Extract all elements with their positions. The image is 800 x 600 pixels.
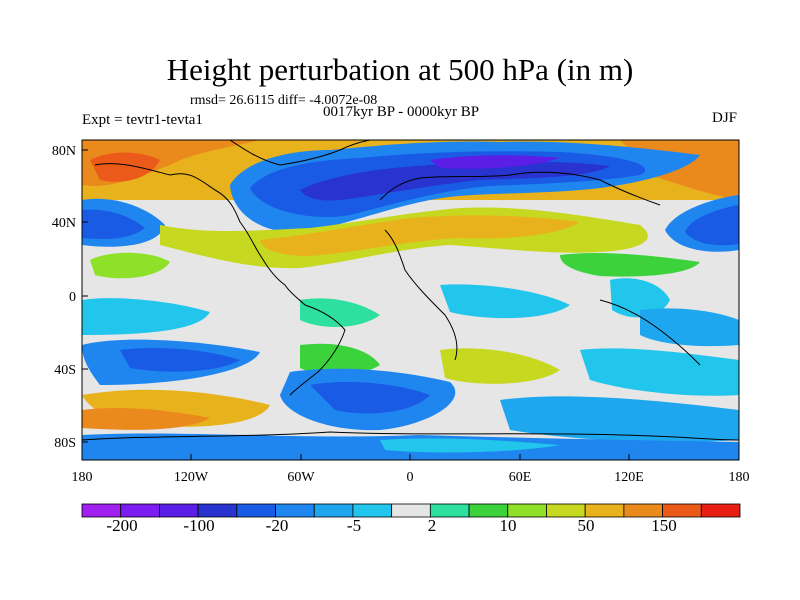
colorbar-label: -100 — [183, 516, 214, 535]
field-patch — [82, 407, 210, 430]
season-label: DJF — [712, 110, 738, 126]
field-patch — [310, 381, 430, 414]
stats-label: rmsd= 26.6115 diff= -4.0072e-08 — [190, 93, 378, 108]
lat-tick-label: 40S — [54, 363, 76, 378]
field-patch — [440, 284, 570, 319]
colorbar-label: 2 — [428, 516, 437, 535]
field-patch — [440, 348, 560, 384]
coastline-australia — [599, 299, 701, 366]
colorbar — [81, 503, 741, 518]
lon-tick-label: 180 — [729, 470, 750, 485]
colorbar-label: -20 — [266, 516, 289, 535]
coastline-greenland — [229, 140, 371, 166]
field-patch — [685, 205, 739, 246]
field-patch — [500, 396, 739, 442]
colorbar-label: -200 — [106, 516, 137, 535]
lon-tick-label: 0 — [407, 470, 414, 485]
coastline-eurasia — [379, 171, 661, 206]
field-patch — [90, 152, 160, 182]
lon-tick-label: 60E — [509, 470, 532, 485]
lon-tick-label: 180 — [72, 470, 93, 485]
field-patch — [82, 298, 210, 335]
lon-tick-label: 60W — [287, 470, 315, 485]
lat-tick-label: 40N — [52, 216, 76, 231]
field-patch — [560, 252, 700, 277]
colorbar-box — [391, 503, 431, 518]
lat-tick-label: 0 — [69, 290, 76, 305]
lat-tick-label: 80N — [52, 144, 76, 159]
field-patch — [640, 308, 739, 347]
field-patch — [580, 348, 739, 396]
lon-tick-label: 120W — [174, 470, 209, 485]
colorbar-label: 10 — [500, 516, 517, 535]
map-title: Height perturbation at 500 hPa (in m) — [166, 52, 634, 87]
lat-tick-marks — [82, 149, 88, 443]
coastline-antarctica — [82, 431, 739, 441]
field-patch — [260, 215, 580, 256]
coastline-africa — [384, 229, 458, 361]
field-patch — [120, 348, 240, 372]
map-field — [82, 140, 739, 460]
colorbar-box — [700, 503, 741, 518]
experiment-label: Expt = tevtr1-tevta1 — [82, 112, 203, 128]
coastline-south-america — [289, 304, 346, 396]
field-patch — [90, 252, 170, 279]
lon-tick-marks — [81, 454, 740, 460]
coastlines — [82, 140, 739, 441]
colorbar-label: 150 — [651, 516, 677, 535]
field-patch — [82, 209, 145, 239]
field-patch — [610, 278, 670, 318]
field-patch — [300, 161, 610, 201]
lat-tick-label: 80S — [54, 436, 76, 451]
colorbar-labels: -200 -100 -20 -5 2 10 50 150 — [106, 516, 676, 535]
field-patch — [430, 155, 560, 169]
field-patch — [300, 343, 380, 376]
colorbar-label: 50 — [578, 516, 595, 535]
lon-tick-label: 120E — [614, 470, 644, 485]
field-patch — [380, 438, 560, 453]
colorbar-label: -5 — [347, 516, 361, 535]
field-patch — [300, 298, 380, 327]
subtitle: 0017kyr BP - 0000kyr BP — [323, 104, 480, 120]
coastline-north-america — [94, 163, 306, 306]
